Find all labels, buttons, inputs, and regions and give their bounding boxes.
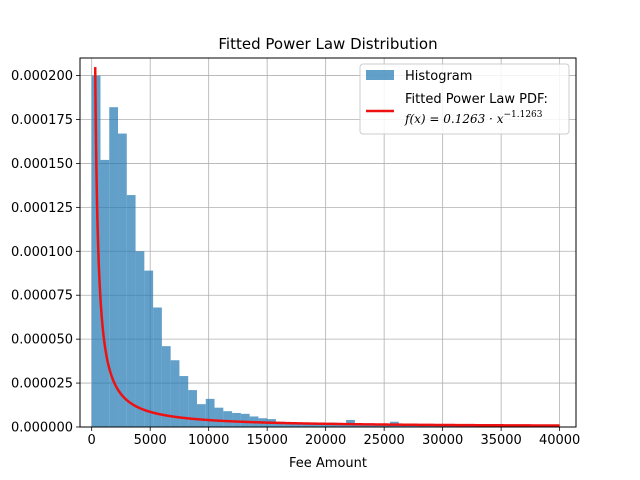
legend-fit-formula-base: f(x) = 0.1263 · x xyxy=(404,112,504,126)
x-tick-label: 15000 xyxy=(246,433,287,448)
y-tick-label: 0.000200 xyxy=(11,69,73,84)
x-axis-label: Fee Amount xyxy=(289,456,367,471)
histogram-bar xyxy=(118,134,127,427)
x-tick-label: 30000 xyxy=(422,433,463,448)
legend-fit-label: Fitted Power Law PDF: xyxy=(405,92,548,107)
legend-histogram-label: Histogram xyxy=(405,69,472,84)
y-tick-label: 0.000100 xyxy=(11,245,73,260)
histogram-bar xyxy=(197,404,206,427)
x-tick-label: 40000 xyxy=(539,433,580,448)
legend-histogram-swatch xyxy=(366,70,394,80)
x-tick-label: 0 xyxy=(88,433,96,448)
histogram-bar xyxy=(136,251,145,427)
y-tick-label: 0.000050 xyxy=(11,333,73,348)
legend-fit-formula-exponent: −1.1263 xyxy=(503,110,542,120)
histogram-bar xyxy=(223,411,232,427)
histogram-bar xyxy=(206,399,215,427)
histogram-bar xyxy=(232,413,241,427)
x-tick-label: 10000 xyxy=(188,433,229,448)
x-tick-label: 5000 xyxy=(134,433,167,448)
histogram-bar xyxy=(127,195,136,427)
histogram-bar xyxy=(100,160,109,427)
histogram-bar xyxy=(215,408,224,427)
y-tick-label: 0.000175 xyxy=(11,113,73,128)
legend: Histogram Fitted Power Law PDF: f(x) = 0… xyxy=(360,64,569,134)
x-tick-label: 25000 xyxy=(363,433,404,448)
histogram-bar xyxy=(144,271,153,427)
y-tick-label: 0.000025 xyxy=(11,377,73,392)
y-tick-label: 0.000125 xyxy=(11,201,73,216)
chart-title: Fitted Power Law Distribution xyxy=(218,35,437,53)
y-tick-label: 0.000075 xyxy=(11,289,73,304)
histogram-bar xyxy=(188,390,197,427)
y-tick-label: 0.000150 xyxy=(11,157,73,172)
x-tick-label: 20000 xyxy=(305,433,346,448)
histogram-bar xyxy=(241,414,250,427)
histogram-bar xyxy=(153,308,162,427)
y-axis-ticks: 0.000000 0.000025 0.000050 0.000075 0.000100… xyxy=(11,69,80,435)
y-tick-label: 0.000000 xyxy=(11,421,73,436)
x-tick-label: 35000 xyxy=(480,433,521,448)
